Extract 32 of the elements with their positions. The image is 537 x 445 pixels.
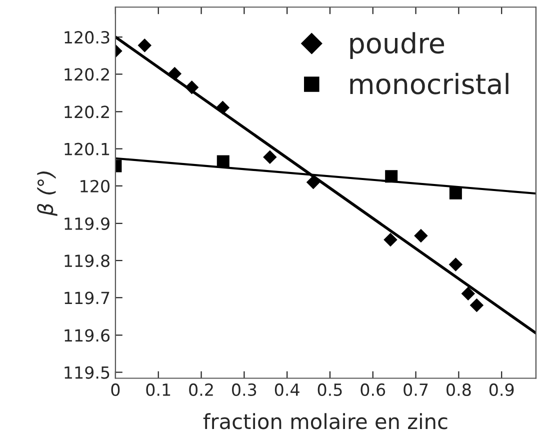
x-tick-label: 0.6 (360, 383, 386, 396)
point (462, 287, 475, 300)
y-tick-label: 119.7 (64, 292, 110, 304)
y-tick-label: 120.2 (64, 68, 109, 81)
point (384, 233, 398, 246)
y-tick-label: 120 (80, 180, 110, 192)
y-tick-label: 120.1 (64, 142, 110, 156)
x-tick-label: 0.3 (232, 383, 256, 396)
x-tick-label: 0.9 (489, 383, 514, 396)
y-tick-label: 120.3 (64, 31, 110, 44)
legend-label: poudre (350, 32, 444, 60)
x-tick-label: 0.1 (146, 383, 170, 396)
x-tick-label: 0.7 (404, 383, 428, 396)
x-tick-label: 0.8 (446, 383, 471, 396)
y-tick-label: 119.8 (64, 254, 110, 268)
point (138, 38, 152, 52)
point (470, 298, 484, 312)
x-axis-title: fraction molaire en zinc (203, 413, 448, 430)
x-tick-label: 0 (111, 383, 120, 396)
x-tick-label: 0.5 (318, 383, 342, 396)
y-axis-title: β (°) (37, 172, 58, 216)
x-tick-label: 0.2 (189, 383, 213, 396)
legend-label: monocristal (350, 72, 508, 94)
x-tick-label: 0.4 (274, 383, 300, 396)
point (263, 150, 276, 164)
point (449, 258, 462, 272)
y-tick-label: 119.5 (64, 366, 110, 379)
point (449, 186, 462, 200)
y-tick-label: 119.9 (64, 217, 110, 230)
y-tick-label: 119.6 (64, 329, 110, 342)
point (414, 229, 428, 242)
y-tick-label: 120.2 (64, 106, 109, 118)
